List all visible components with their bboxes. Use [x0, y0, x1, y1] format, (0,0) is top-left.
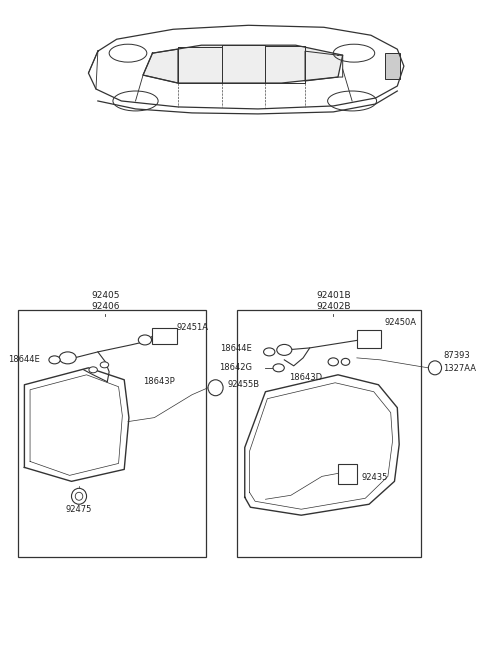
Text: 92405: 92405 [91, 291, 120, 299]
Text: 18643D: 18643D [289, 373, 322, 383]
Ellipse shape [273, 364, 284, 372]
Text: 18644E: 18644E [220, 345, 252, 354]
Bar [385, 53, 400, 79]
Bar [357, 330, 381, 348]
Ellipse shape [49, 356, 60, 364]
Ellipse shape [100, 362, 108, 368]
Text: 92450A: 92450A [384, 318, 416, 327]
Text: 87393: 87393 [444, 351, 470, 360]
Text: 92401B: 92401B [316, 291, 350, 299]
Bar [153, 328, 177, 344]
Text: 92475: 92475 [66, 505, 92, 514]
Polygon shape [143, 45, 343, 83]
Text: 18644E: 18644E [8, 356, 39, 364]
Text: 92402B: 92402B [316, 301, 350, 310]
Ellipse shape [152, 335, 162, 343]
Bar [338, 464, 357, 484]
Circle shape [428, 361, 442, 375]
Polygon shape [24, 368, 129, 481]
Circle shape [208, 380, 223, 396]
Ellipse shape [264, 348, 275, 356]
Text: 92406: 92406 [91, 301, 120, 310]
Bar [18, 310, 206, 557]
Text: 18642G: 18642G [219, 364, 252, 372]
Ellipse shape [328, 358, 338, 366]
Text: 18643P: 18643P [143, 377, 175, 386]
Text: 1327AA: 1327AA [444, 364, 477, 373]
Text: 92455B: 92455B [228, 381, 260, 389]
Text: 92435: 92435 [361, 473, 388, 482]
Ellipse shape [59, 352, 76, 364]
Ellipse shape [138, 335, 152, 345]
Ellipse shape [341, 358, 350, 365]
Ellipse shape [89, 367, 97, 373]
Bar [237, 310, 421, 557]
Polygon shape [245, 375, 399, 515]
Circle shape [72, 489, 86, 504]
Ellipse shape [277, 345, 292, 356]
Text: 92451A: 92451A [177, 324, 209, 333]
